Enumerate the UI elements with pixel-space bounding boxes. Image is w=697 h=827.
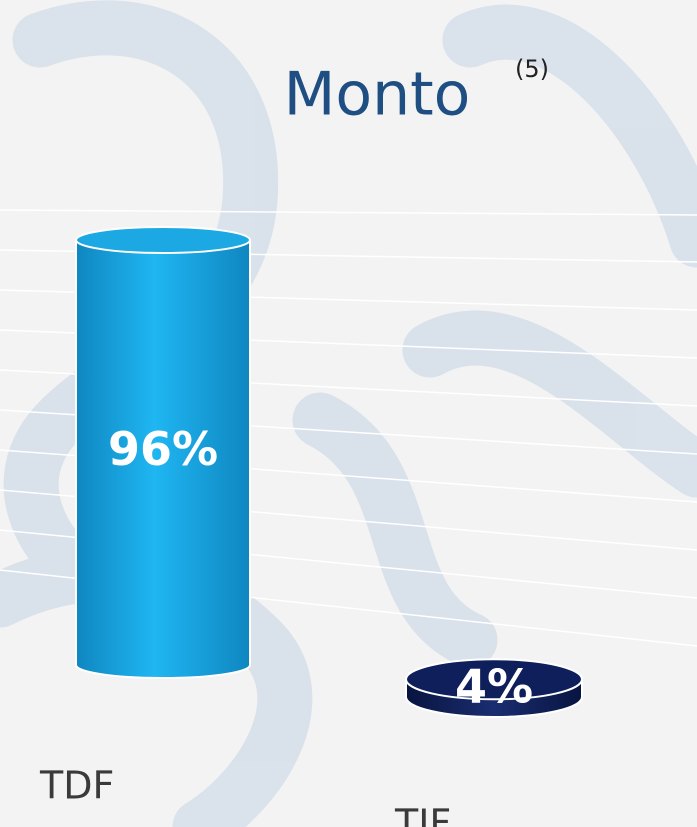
cylinder-body — [75, 239, 251, 679]
x-tick-label: TIF — [394, 802, 451, 827]
data-label: 4% — [455, 660, 533, 714]
data-label: 96% — [108, 422, 218, 476]
chart-title: Monto — [284, 60, 471, 130]
cylinder-top — [75, 226, 251, 254]
title-note: (5) — [515, 55, 549, 83]
x-tick-label: TDF — [39, 764, 114, 808]
cylinder-top — [405, 658, 583, 701]
